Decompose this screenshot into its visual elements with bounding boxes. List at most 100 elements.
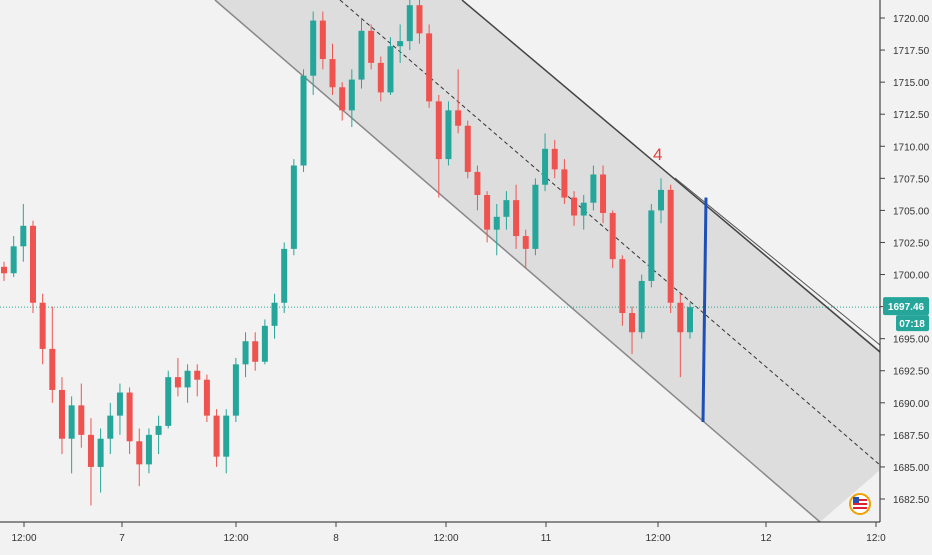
candle-body — [387, 46, 394, 93]
candle[interactable] — [155, 415, 162, 455]
candle[interactable] — [532, 178, 539, 256]
candle[interactable] — [638, 274, 645, 339]
candle[interactable] — [387, 37, 394, 95]
candle-body — [629, 313, 636, 333]
candle[interactable] — [281, 242, 288, 314]
candle[interactable] — [184, 364, 191, 403]
candle-body — [397, 41, 404, 47]
candle[interactable] — [78, 383, 85, 448]
candle[interactable] — [561, 159, 568, 204]
candle[interactable] — [242, 332, 249, 378]
candle[interactable] — [174, 357, 181, 397]
candle[interactable] — [474, 165, 481, 211]
candle[interactable] — [484, 191, 491, 243]
candle-body — [87, 434, 94, 467]
candle[interactable] — [68, 396, 75, 474]
candle[interactable] — [271, 293, 278, 339]
candle-body — [242, 341, 249, 365]
candle-body — [667, 189, 674, 303]
candle[interactable] — [261, 319, 268, 365]
candle[interactable] — [300, 69, 307, 172]
candle[interactable] — [445, 101, 452, 166]
candle[interactable] — [600, 165, 607, 224]
y-tick-label: 1712.50 — [893, 110, 930, 121]
channel-lower-line[interactable] — [214, 0, 821, 523]
candle[interactable] — [658, 178, 665, 224]
candle-body — [174, 377, 181, 388]
candle[interactable] — [542, 133, 549, 192]
candle[interactable] — [368, 24, 375, 70]
current-price-badge — [883, 297, 929, 316]
candle[interactable] — [406, 0, 413, 51]
candle[interactable] — [97, 428, 104, 493]
channel-upper-line[interactable] — [461, 0, 881, 353]
candle[interactable] — [29, 220, 36, 314]
candle[interactable] — [107, 402, 114, 455]
y-tick-label: 1720.00 — [893, 14, 930, 25]
candle[interactable] — [310, 11, 317, 95]
candle[interactable] — [571, 191, 578, 226]
candle-body — [503, 200, 510, 217]
candle[interactable] — [503, 191, 510, 230]
candle[interactable] — [397, 24, 404, 63]
candle[interactable] — [435, 94, 442, 198]
candle[interactable] — [580, 195, 587, 230]
candle[interactable] — [687, 302, 693, 339]
candle[interactable] — [126, 387, 133, 455]
current-price-label: 1697.46 — [888, 302, 925, 313]
candle[interactable] — [493, 203, 500, 256]
candle[interactable] — [10, 236, 17, 278]
vertical-marker-line[interactable] — [701, 197, 708, 423]
candle[interactable] — [1, 261, 7, 281]
candle[interactable] — [667, 184, 674, 314]
us-flag-icon[interactable] — [849, 493, 871, 515]
candle[interactable] — [590, 165, 597, 211]
candle[interactable] — [213, 409, 220, 467]
candle-body — [232, 364, 239, 416]
candle[interactable] — [609, 210, 616, 269]
candle-body — [493, 216, 500, 230]
candle-body — [213, 415, 220, 457]
candle[interactable] — [455, 69, 462, 134]
candle[interactable] — [513, 184, 520, 249]
candle[interactable] — [319, 11, 326, 70]
candle[interactable] — [677, 293, 684, 378]
candle[interactable] — [358, 18, 365, 89]
candle-body — [194, 370, 201, 380]
candle-body — [377, 62, 384, 93]
candle[interactable] — [377, 56, 384, 102]
candle[interactable] — [329, 43, 336, 95]
candle[interactable] — [145, 428, 152, 474]
candle[interactable] — [136, 428, 143, 487]
candle[interactable] — [87, 418, 94, 506]
candle[interactable] — [629, 306, 636, 355]
candle[interactable] — [39, 293, 46, 365]
candle[interactable] — [252, 332, 259, 371]
candle[interactable] — [522, 229, 529, 269]
candle[interactable] — [648, 203, 655, 288]
candle[interactable] — [348, 69, 355, 128]
candle[interactable] — [619, 255, 626, 326]
channel-upper-parallel[interactable] — [674, 177, 881, 346]
candle[interactable] — [20, 203, 27, 262]
candle-body — [590, 174, 597, 203]
candle[interactable] — [464, 120, 471, 179]
candle-body — [648, 210, 655, 281]
y-axis-panel[interactable] — [880, 0, 932, 550]
candle[interactable] — [49, 306, 56, 403]
candle[interactable] — [203, 374, 210, 423]
candle[interactable] — [116, 383, 123, 435]
candle[interactable] — [426, 24, 433, 108]
candle[interactable] — [58, 377, 65, 455]
candle[interactable] — [416, 0, 423, 44]
candle[interactable] — [194, 364, 201, 397]
candle[interactable] — [339, 82, 346, 121]
candle[interactable] — [232, 357, 239, 423]
x-axis-panel[interactable] — [0, 522, 932, 550]
candle[interactable] — [165, 370, 172, 429]
candle[interactable] — [290, 159, 297, 256]
candle[interactable] — [551, 139, 558, 179]
candle[interactable] — [223, 409, 230, 474]
